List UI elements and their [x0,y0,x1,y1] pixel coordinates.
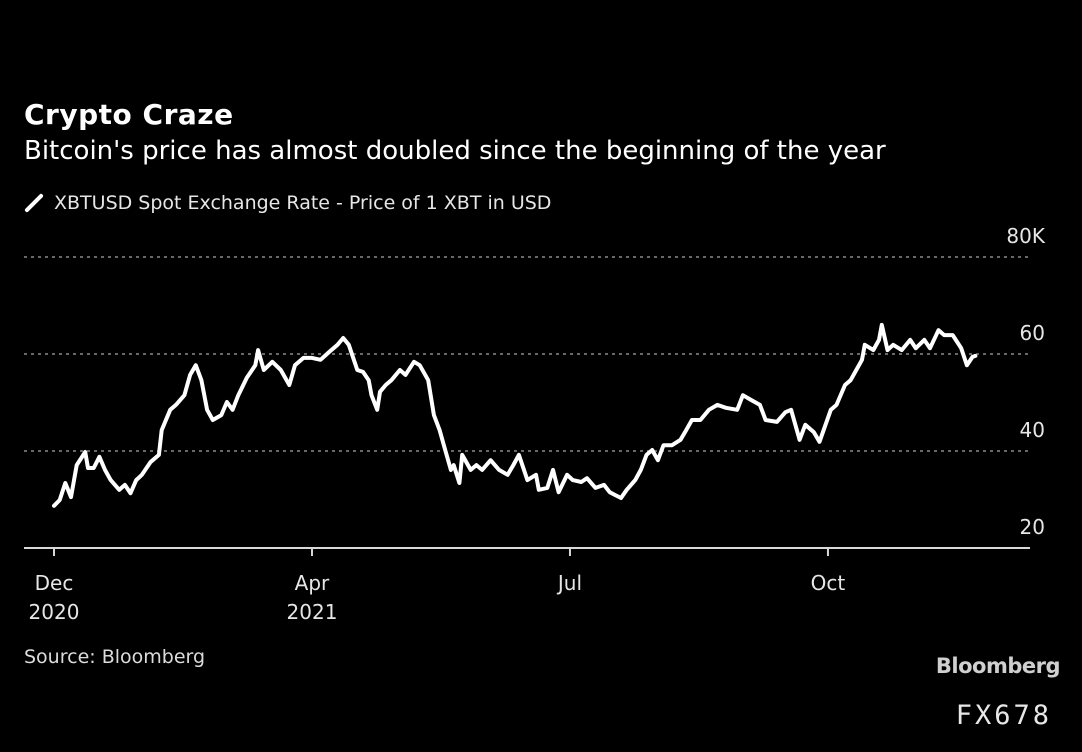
source-note: Source: Bloomberg [24,646,206,668]
y-tick-label: 60 [1020,321,1045,345]
legend: XBTUSD Spot Exchange Rate - Price of 1 X… [24,192,551,214]
x-tick-label: Oct [811,571,846,595]
chart-title: Crypto Craze [24,98,234,131]
price-line [52,322,978,508]
x-tick-label: Apr [295,571,330,595]
x-tick-sublabel: 2020 [29,600,80,624]
legend-label: XBTUSD Spot Exchange Rate - Price of 1 X… [54,192,552,214]
chart-subtitle: Bitcoin's price has almost doubled since… [24,136,886,166]
y-tick-label: 40 [1020,418,1045,442]
watermark: FX678 [955,700,1052,731]
y-tick-label: 80K [1006,224,1045,248]
x-tick-label: Dec [35,571,74,595]
bloomberg-logo: Bloomberg [935,654,1061,678]
x-tick-label: Jul [556,571,582,595]
x-tick-sublabel: 2021 [287,600,338,624]
y-tick-label: 20 [1020,515,1045,539]
